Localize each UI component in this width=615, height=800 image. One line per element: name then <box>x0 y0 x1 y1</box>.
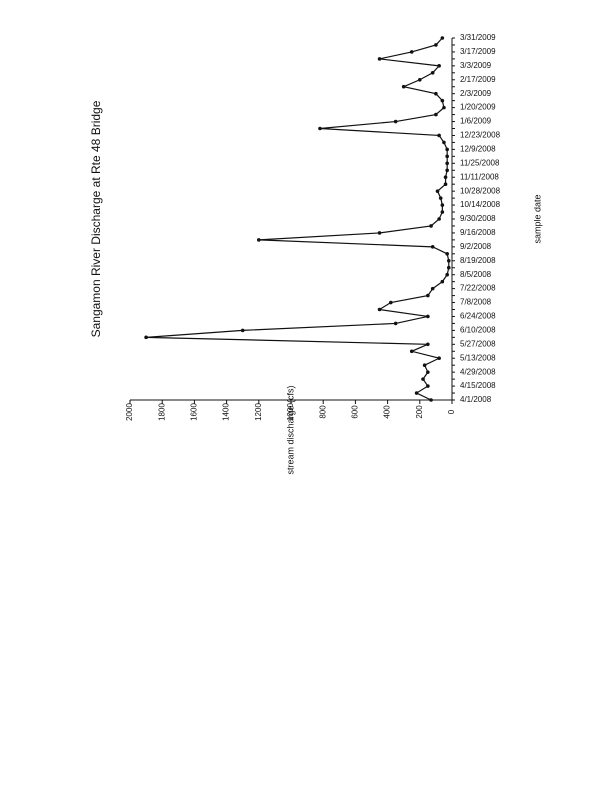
data-point <box>429 224 433 228</box>
x-tick-label: 10/14/2008 <box>460 200 501 209</box>
data-point <box>426 293 430 298</box>
data-point <box>257 238 261 242</box>
data-point <box>437 133 441 138</box>
x-tick-label: 6/10/2008 <box>460 325 496 334</box>
y-axis-title: stream discharge (cfs) <box>285 385 295 474</box>
x-tick-label: 3/31/2009 <box>460 33 496 42</box>
data-point <box>426 384 430 388</box>
data-point <box>430 286 435 291</box>
y-tick-label: 1400 <box>222 403 231 421</box>
data-point <box>426 314 430 319</box>
data-point <box>389 300 393 305</box>
x-tick-label: 1/6/2009 <box>460 117 492 126</box>
x-tick-label: 8/19/2008 <box>460 256 496 265</box>
data-point <box>440 36 445 40</box>
data-point <box>445 147 449 152</box>
y-tick-label: 1800 <box>157 403 166 421</box>
x-tick-label: 2/3/2009 <box>460 89 492 98</box>
y-tick-label: 600 <box>351 405 360 419</box>
y-tick-label: 400 <box>383 405 392 419</box>
x-tick-label: 4/15/2008 <box>460 381 496 390</box>
data-point <box>445 168 449 173</box>
data-point <box>393 119 398 124</box>
data-point <box>434 91 438 96</box>
rotated-chart: Sangamon River Discharge at Rte 48 Bridg… <box>89 33 542 474</box>
data-point <box>434 112 438 117</box>
data-point <box>445 252 449 256</box>
data-point <box>377 231 382 235</box>
data-point <box>377 307 382 312</box>
data-point <box>443 182 448 186</box>
data-point <box>437 356 441 361</box>
y-tick-label: 2000 <box>125 403 134 421</box>
x-tick-label: 3/3/2009 <box>460 61 492 70</box>
x-tick-label: 9/16/2008 <box>460 228 496 237</box>
data-point <box>437 217 441 221</box>
data-point <box>429 398 433 402</box>
x-tick-label: 9/2/2008 <box>460 242 492 251</box>
data-point <box>442 105 446 110</box>
data-point <box>440 210 445 214</box>
data-point <box>422 363 427 367</box>
chart-title: Sangamon River Discharge at Rte 48 Bridg… <box>89 100 103 337</box>
x-tick-label: 12/23/2008 <box>460 131 501 140</box>
data-point <box>440 203 445 207</box>
data-point <box>434 43 438 47</box>
x-tick-label: 4/29/2008 <box>460 367 496 376</box>
data-point <box>445 161 449 166</box>
x-tick-label: 3/17/2009 <box>460 47 496 56</box>
x-tick-label: 11/11/2008 <box>460 172 499 181</box>
data-point <box>446 258 451 263</box>
x-axis-title: sample date <box>532 194 542 243</box>
data-point <box>377 57 382 61</box>
y-tick-label: 1200 <box>254 403 263 421</box>
data-point <box>446 265 451 270</box>
data-point <box>318 126 322 131</box>
data-point <box>418 77 422 82</box>
data-point <box>409 349 414 354</box>
data-point <box>437 64 441 68</box>
data-point <box>426 370 430 374</box>
data-point <box>393 321 398 326</box>
y-tick-label: 200 <box>415 405 424 419</box>
data-point <box>445 154 449 159</box>
x-tick-label: 8/5/2008 <box>460 270 492 279</box>
data-point <box>430 71 435 75</box>
x-tick-label: 7/22/2008 <box>460 284 496 293</box>
data-point <box>442 140 446 145</box>
data-point <box>440 279 445 284</box>
x-tick-label: 10/28/2008 <box>460 186 501 195</box>
y-tick-label: 800 <box>318 405 327 419</box>
y-tick-label: 1600 <box>190 403 199 421</box>
data-point <box>421 377 425 381</box>
x-tick-label: 2/17/2009 <box>460 75 496 84</box>
data-point <box>144 335 148 340</box>
x-tick-label: 11/25/2008 <box>460 158 500 167</box>
x-tick-label: 9/30/2008 <box>460 214 496 223</box>
data-point <box>443 175 448 180</box>
y-tick-label: 0 <box>447 409 456 414</box>
data-point <box>409 50 414 54</box>
x-tick-label: 1/20/2009 <box>460 103 496 112</box>
data-point <box>414 391 419 395</box>
data-point <box>435 189 440 193</box>
data-point <box>240 328 245 333</box>
data-point <box>430 245 435 249</box>
y-tick-label: 1000 <box>286 403 295 421</box>
x-tick-label: 5/13/2008 <box>460 353 496 362</box>
data-point <box>440 98 445 103</box>
x-tick-label: 5/27/2008 <box>460 339 496 348</box>
data-point <box>401 84 406 89</box>
x-tick-label: 4/1/2008 <box>460 395 492 404</box>
data-point <box>426 342 430 347</box>
x-tick-label: 12/9/2008 <box>460 144 496 153</box>
data-point <box>445 272 449 277</box>
data-point <box>438 196 443 200</box>
x-tick-label: 6/24/2008 <box>460 312 496 321</box>
x-tick-label: 7/8/2008 <box>460 298 492 307</box>
